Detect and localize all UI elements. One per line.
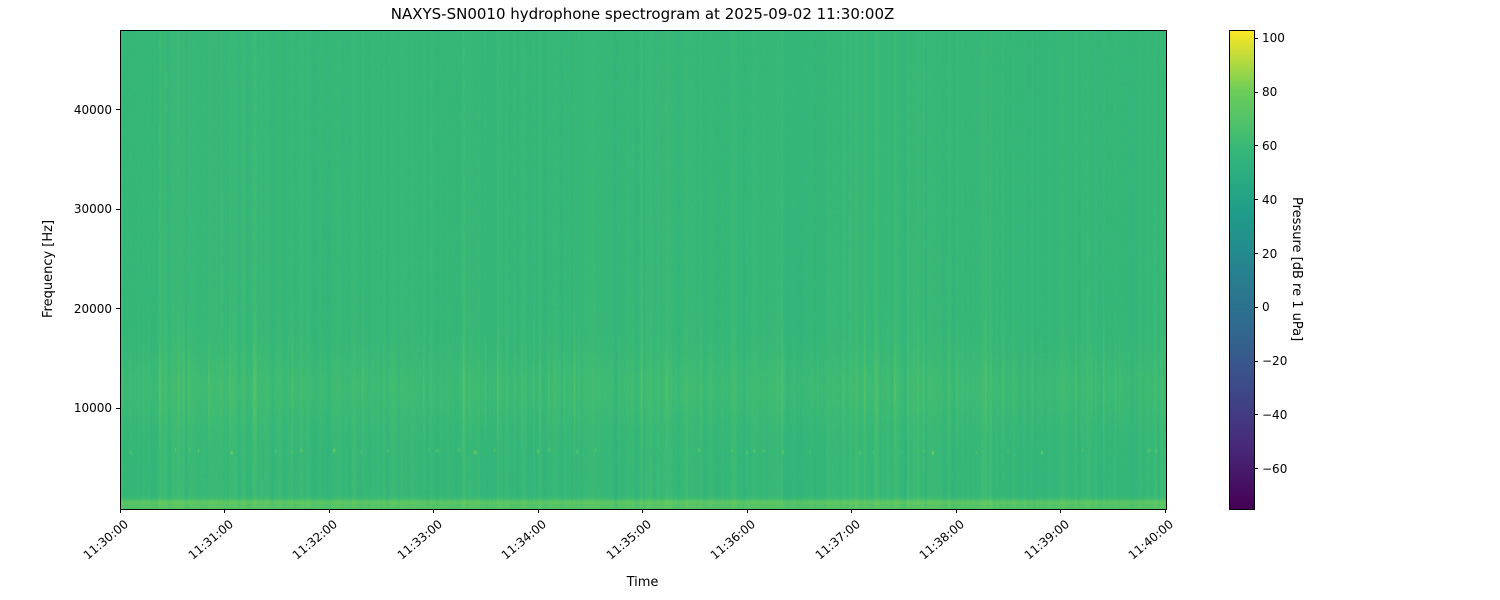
colorbar-tick-mark xyxy=(1254,199,1258,201)
colorbar-tick-mark xyxy=(1254,145,1258,147)
colorbar-tick-label: 40 xyxy=(1262,192,1278,207)
x-tick-mark xyxy=(1060,509,1061,513)
plot-area xyxy=(120,30,1167,510)
colorbar-tick-label: 80 xyxy=(1262,85,1278,100)
x-tick-mark xyxy=(851,509,852,513)
y-tick-label: 20000 xyxy=(73,301,112,316)
colorbar-label: Pressure [dB re 1 uPa] xyxy=(1289,196,1304,342)
y-tick-mark xyxy=(116,109,120,111)
colorbar-tick-mark xyxy=(1254,91,1258,93)
x-tick-mark xyxy=(328,509,330,513)
x-tick-label: 11:30:00 xyxy=(80,517,131,563)
colorbar-tick-label: −60 xyxy=(1262,461,1288,476)
x-tick-mark xyxy=(433,509,434,513)
x-tick-mark xyxy=(955,509,957,513)
colorbar xyxy=(1229,30,1255,510)
x-tick-mark xyxy=(1164,509,1166,513)
colorbar-tick-label: 60 xyxy=(1262,138,1278,153)
x-axis-label: Time xyxy=(626,575,659,590)
chart-title: NAXYS-SN0010 hydrophone spectrogram at 2… xyxy=(390,5,895,23)
colorbar-tick-mark xyxy=(1254,468,1258,470)
colorbar-tick-mark xyxy=(1254,37,1258,39)
colorbar-tick-mark xyxy=(1254,306,1258,308)
colorbar-tick-label: −40 xyxy=(1262,407,1288,422)
colorbar-tick-label: 20 xyxy=(1262,246,1278,261)
colorbar-tick-mark xyxy=(1254,253,1258,255)
y-tick-mark xyxy=(116,308,120,310)
y-tick-label: 30000 xyxy=(73,202,112,217)
y-tick-label: 40000 xyxy=(73,102,112,117)
y-tick-mark xyxy=(116,407,120,409)
colorbar-tick-mark xyxy=(1254,414,1258,416)
colorbar-tick-mark xyxy=(1254,360,1258,362)
x-tick-mark xyxy=(642,509,643,513)
spectrogram-image xyxy=(121,31,1166,509)
colorbar-tick-label: 0 xyxy=(1262,300,1270,315)
x-tick-mark xyxy=(537,509,539,513)
x-tick-mark xyxy=(224,509,225,513)
x-tick-mark xyxy=(746,509,748,513)
colorbar-tick-label: −20 xyxy=(1262,354,1288,369)
colorbar-gradient xyxy=(1230,31,1254,509)
x-tick-mark xyxy=(119,509,121,513)
y-tick-label: 10000 xyxy=(73,401,112,416)
colorbar-tick-label: 100 xyxy=(1262,31,1285,46)
y-tick-mark xyxy=(116,208,120,210)
